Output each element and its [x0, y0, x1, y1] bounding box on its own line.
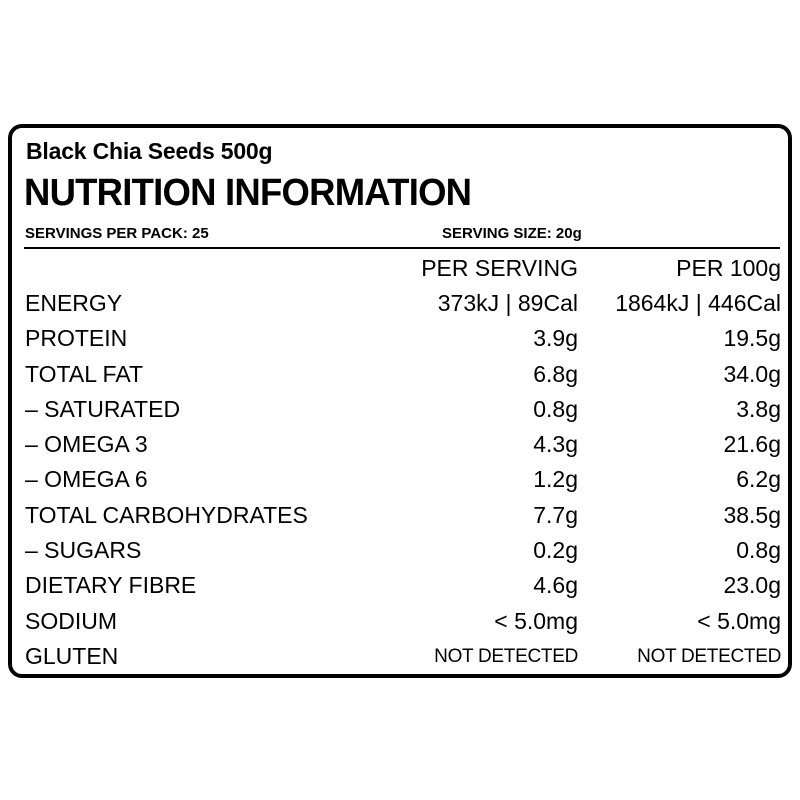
- product-name: Black Chia Seeds 500g: [26, 138, 273, 164]
- nutrition-label-panel: Black Chia Seeds 500g NUTRITION INFORMAT…: [8, 124, 792, 678]
- per-100g-value: 34.0g: [723, 360, 781, 387]
- nutrition-row-total-fat: TOTAL FAT 6.8g 34.0g: [12, 359, 788, 394]
- nutrition-row-sodium: SODIUM < 5.0mg < 5.0mg: [12, 606, 788, 641]
- per-serving-value: 4.3g: [533, 431, 578, 458]
- per-serving-value: 4.6g: [533, 572, 578, 599]
- per-serving-value: 7.7g: [533, 501, 578, 528]
- per-serving-value: 373kJ | 89Cal: [437, 290, 578, 316]
- per-serving-value: 0.8g: [533, 395, 578, 422]
- nutrition-row-omega-6: – OMEGA 6 1.2g 6.2g: [12, 464, 788, 499]
- nutrient-name: – OMEGA 6: [25, 466, 148, 493]
- nutrition-row-gluten: GLUTEN NOT DETECTED NOT DETECTED: [12, 641, 788, 676]
- per-serving-value: 0.2g: [533, 537, 578, 564]
- nutrient-name: – SATURATED: [25, 395, 181, 422]
- per-100g-value: 1864kJ | 446Cal: [615, 290, 781, 316]
- per-serving-value: 1.2g: [533, 466, 578, 493]
- nutrient-name: GLUTEN: [25, 642, 119, 669]
- nutrition-heading: NUTRITION INFORMATION: [24, 172, 472, 214]
- nutrition-table: ENERGY 373kJ | 89Cal 1864kJ | 446Cal PRO…: [12, 288, 788, 676]
- per-100g-value: NOT DETECTED: [637, 645, 781, 667]
- nutrition-row-saturated: – SATURATED 0.8g 3.8g: [12, 394, 788, 429]
- nutrition-row-total-carbohydrates: TOTAL CARBOHYDRATES 7.7g 38.5g: [12, 500, 788, 535]
- per-100g-value: 0.8g: [736, 537, 781, 564]
- per-serving-value: NOT DETECTED: [434, 645, 578, 667]
- nutrient-name: TOTAL CARBOHYDRATES: [25, 501, 308, 528]
- serving-size: SERVING SIZE: 20g: [442, 225, 582, 242]
- column-header-per-serving: PER SERVING: [421, 255, 578, 281]
- nutrient-name: DIETARY FIBRE: [25, 572, 197, 599]
- nutrition-row-energy: ENERGY 373kJ | 89Cal 1864kJ | 446Cal: [12, 288, 788, 323]
- header-divider: [24, 247, 780, 249]
- servings-per-pack: SERVINGS PER PACK: 25: [25, 225, 209, 242]
- per-serving-value: 3.9g: [533, 325, 578, 352]
- nutrient-name: SODIUM: [25, 607, 117, 634]
- nutrient-name: – OMEGA 3: [25, 431, 148, 458]
- per-100g-value: 23.0g: [723, 572, 781, 599]
- column-header-per-100g: PER 100g: [676, 255, 781, 281]
- per-100g-value: 6.2g: [736, 466, 781, 493]
- per-serving-value: < 5.0mg: [494, 607, 578, 634]
- per-100g-value: 19.5g: [723, 325, 781, 352]
- nutrition-row-omega-3: – OMEGA 3 4.3g 21.6g: [12, 429, 788, 464]
- per-100g-value: 21.6g: [723, 431, 781, 458]
- nutrient-name: PROTEIN: [25, 325, 128, 352]
- per-100g-value: 38.5g: [723, 501, 781, 528]
- nutrient-name: ENERGY: [25, 290, 123, 316]
- per-100g-value: < 5.0mg: [697, 607, 781, 634]
- nutrition-row-protein: PROTEIN 3.9g 19.5g: [12, 323, 788, 358]
- per-serving-value: 6.8g: [533, 360, 578, 387]
- nutrition-row-sugars: – SUGARS 0.2g 0.8g: [12, 535, 788, 570]
- nutrient-name: TOTAL FAT: [25, 360, 143, 387]
- nutrient-name: – SUGARS: [25, 537, 142, 564]
- per-100g-value: 3.8g: [736, 395, 781, 422]
- nutrition-row-dietary-fibre: DIETARY FIBRE 4.6g 23.0g: [12, 570, 788, 605]
